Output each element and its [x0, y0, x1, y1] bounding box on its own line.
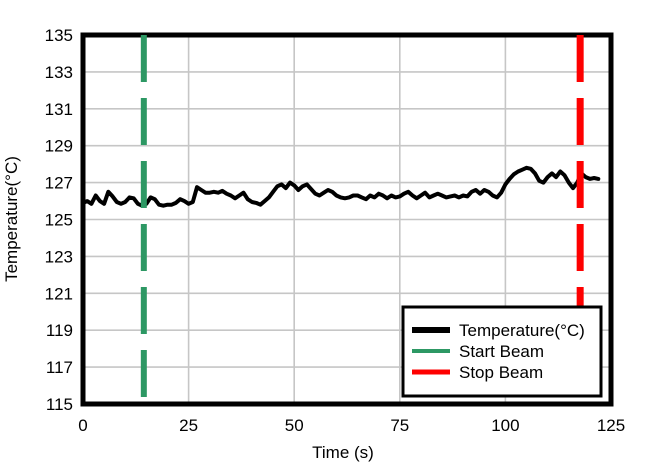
x-tick-label: 0	[78, 416, 87, 435]
y-tick-label: 127	[45, 174, 73, 193]
y-axis-tick-labels: 115 117 119 121 123 125 127 129 131 133 135	[45, 26, 73, 414]
x-axis-tick-labels: 0 25 50 75 100 125	[78, 416, 625, 435]
x-tick-label: 25	[179, 416, 198, 435]
legend-label: Temperature(°C)	[459, 321, 585, 340]
data-series-layer	[81, 165, 601, 208]
y-tick-label: 129	[45, 137, 73, 156]
legend-label: Start Beam	[459, 342, 544, 361]
y-tick-label: 135	[45, 26, 73, 45]
y-tick-label: 121	[45, 284, 73, 303]
y-tick-label: 125	[45, 211, 73, 230]
plot-frame	[80, 32, 614, 407]
y-tick-label: 117	[46, 358, 73, 377]
gridlines	[83, 35, 611, 404]
y-tick-label: 123	[45, 247, 73, 266]
x-tick-label: 75	[390, 416, 409, 435]
legend-label: Stop Beam	[459, 363, 543, 382]
x-tick-label: 100	[491, 416, 519, 435]
temperature-line	[81, 165, 601, 208]
x-tick-label: 50	[285, 416, 304, 435]
y-tick-label: 119	[46, 321, 73, 340]
legend: Temperature(°C) Start Beam Stop Beam	[401, 305, 603, 398]
y-tick-label: 133	[45, 63, 73, 82]
y-axis-title: Temperature(°C)	[2, 156, 21, 282]
y-tick-label: 115	[46, 395, 73, 414]
x-tick-label: 125	[597, 416, 625, 435]
y-tick-label: 131	[45, 100, 73, 119]
x-axis-title: Time (s)	[312, 443, 374, 462]
